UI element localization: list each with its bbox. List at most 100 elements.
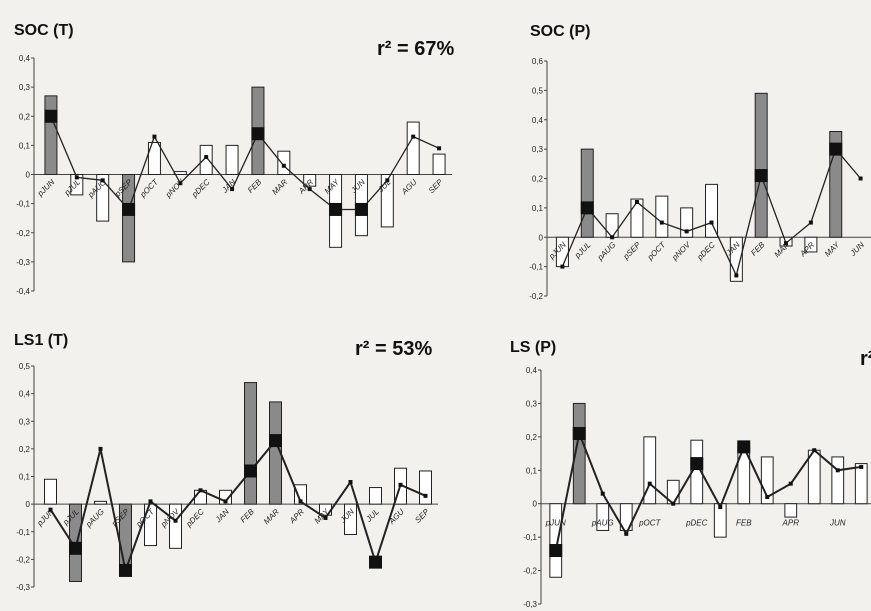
series-line [554, 429, 862, 551]
data-point [859, 464, 864, 469]
bar [760, 456, 774, 505]
y-tick-label: 0,6 [532, 57, 544, 66]
data-point [98, 446, 103, 451]
y-tick-label: -0,3 [16, 583, 30, 592]
data-point [600, 491, 605, 496]
y-tick-label: 0,5 [19, 362, 31, 371]
bar [549, 503, 563, 578]
y-tick-label: -0,2 [523, 567, 537, 576]
bar [580, 148, 594, 238]
data-point [223, 499, 228, 504]
y-tick-label: 0,4 [532, 116, 544, 125]
data-point [812, 448, 817, 453]
category-label: MAY [823, 240, 842, 259]
category-label: FEB [239, 507, 257, 525]
category-label: MAR [270, 177, 289, 196]
bar [44, 95, 58, 175]
bar [277, 150, 291, 175]
data-point [119, 563, 132, 577]
y-tick-label: 0,1 [19, 473, 31, 482]
bar [380, 174, 394, 228]
data-point [671, 501, 676, 506]
y-tick-label: 0,2 [19, 445, 31, 454]
y-tick-label: 0 [533, 500, 538, 509]
category-label: pJUL [572, 240, 592, 260]
data-point [411, 134, 416, 139]
y-tick-label: 0,1 [532, 204, 544, 213]
bar [344, 503, 357, 536]
bar [303, 174, 317, 187]
y-tick-label: -0,2 [16, 229, 30, 238]
data-point [647, 481, 652, 486]
bar [655, 195, 669, 238]
data-point [44, 109, 58, 123]
category-label: pDEC [184, 507, 206, 529]
panel-title: LS1 (T) [14, 332, 68, 349]
data-point [329, 202, 343, 216]
data-point [549, 544, 563, 558]
bar [94, 500, 107, 505]
data-point [610, 235, 615, 240]
category-label: JAN [213, 507, 231, 525]
bar [294, 484, 307, 505]
data-point [74, 175, 79, 180]
data-point [858, 176, 863, 181]
data-point [835, 468, 840, 473]
chart-panel: SOC (T) r² = 67% 0,4 0,3 0,2 0,1 0 -0,1 -0,2 -0,3… [14, 22, 454, 296]
y-tick-label: -0,4 [16, 287, 30, 296]
y-tick-label: 0,3 [532, 145, 544, 154]
category-label: JAN [220, 177, 238, 195]
data-point [251, 127, 265, 141]
bar [199, 144, 213, 175]
r-squared-label: r² = 53% [355, 338, 432, 360]
bar [173, 171, 187, 175]
data-point [659, 220, 664, 225]
bar [754, 92, 768, 238]
data-point [634, 200, 639, 204]
bar [705, 183, 718, 238]
data-point [398, 482, 403, 487]
bar [369, 487, 382, 505]
data-point [437, 146, 442, 151]
y-tick-label: 0,1 [19, 141, 31, 150]
bar [807, 449, 821, 505]
y-tick-label: 0,3 [19, 83, 31, 92]
category-label: pAUG [595, 240, 617, 262]
data-point [152, 134, 157, 139]
category-label: APR [782, 519, 800, 528]
bar [713, 503, 727, 538]
data-point [718, 505, 723, 510]
bar [605, 213, 619, 238]
category-label: JUL [364, 507, 381, 524]
y-tick-label: -0,1 [16, 200, 30, 209]
category-label: AGU [399, 177, 418, 196]
category-label: FEB [736, 519, 752, 528]
data-point [198, 488, 203, 493]
chart-panel: LS1 (T) r² = 53% 0,5 0,4 0,3 0,2 0,1 0 -0,1 -0,2 -… [14, 332, 438, 592]
y-tick-label: 0,4 [19, 390, 31, 399]
data-point [572, 427, 586, 441]
bar [406, 121, 420, 175]
data-point [765, 495, 770, 500]
category-label: pAUG [591, 519, 614, 528]
category-label: pJUN [545, 519, 566, 528]
data-point [754, 169, 768, 183]
data-point [784, 241, 789, 246]
data-point [737, 440, 751, 454]
category-label: pSEP [621, 240, 643, 262]
data-point [244, 464, 257, 478]
category-label: SEP [427, 177, 445, 195]
data-point [423, 493, 428, 498]
y-tick-label: -0,1 [529, 263, 543, 272]
y-tick-label: 0,1 [526, 466, 538, 475]
data-point [624, 531, 629, 536]
category-label: JUN [848, 240, 866, 258]
y-tick-label: -0,2 [529, 292, 543, 301]
data-point [298, 499, 303, 504]
panel-title: SOC (T) [14, 22, 74, 39]
bar [147, 141, 161, 175]
data-point [122, 202, 136, 216]
r-squared-label: r² [860, 348, 871, 370]
data-point [709, 220, 714, 225]
y-tick-label: -0,2 [16, 555, 30, 564]
